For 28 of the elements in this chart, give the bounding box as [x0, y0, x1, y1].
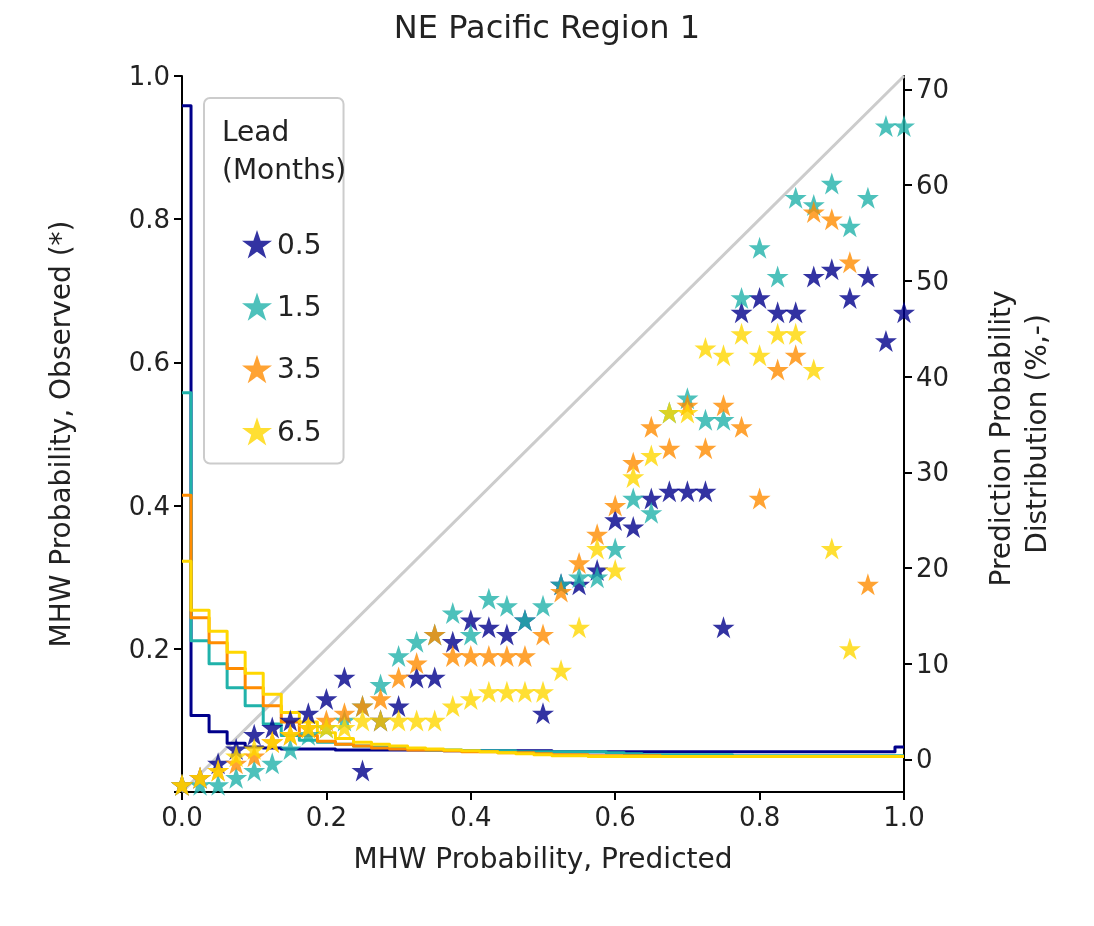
legend-label: 1.5 — [277, 290, 322, 324]
chart-title: NE Pacific Region 1 — [393, 8, 701, 46]
y-tick-label: 0.4 — [128, 490, 170, 521]
x-tick-label: 0.8 — [738, 802, 781, 832]
y-tick-label: 0.2 — [128, 633, 170, 664]
x-tick-label: 0.6 — [594, 802, 636, 832]
x-tick-label: 0.0 — [161, 802, 203, 832]
y2-tick-label: 0 — [916, 744, 933, 775]
y-tick-label: 0.6 — [128, 347, 170, 378]
y2-tick-label: 20 — [916, 553, 950, 584]
x-axis-title: MHW Probability, Predicted — [353, 841, 733, 875]
y2-tick-label: 30 — [916, 457, 950, 488]
y2-tick-label: 10 — [916, 648, 950, 679]
x-tick-label: 0.2 — [305, 802, 348, 832]
x-tick-label: 0.4 — [450, 802, 492, 832]
y2-tick-label: 40 — [916, 361, 950, 392]
legend-label: 0.5 — [277, 227, 322, 261]
y2-tick-label: 70 — [916, 74, 950, 105]
legend-title: Lead (Months) — [222, 114, 347, 186]
y-tick-label: 1.0 — [128, 61, 170, 91]
y2-tick-label: 60 — [916, 170, 950, 201]
x-tick-label: 1.0 — [883, 802, 925, 832]
legend-label: 6.5 — [277, 414, 322, 448]
y2-tick-label: 50 — [916, 265, 950, 296]
y-axis-title: MHW Probability, Observed (*) — [43, 220, 77, 648]
legend-label: 3.5 — [277, 352, 322, 386]
y2-axis-title: Prediction Probability Distribution (%,-) — [983, 281, 1053, 587]
y-tick-label: 0.8 — [128, 204, 170, 235]
